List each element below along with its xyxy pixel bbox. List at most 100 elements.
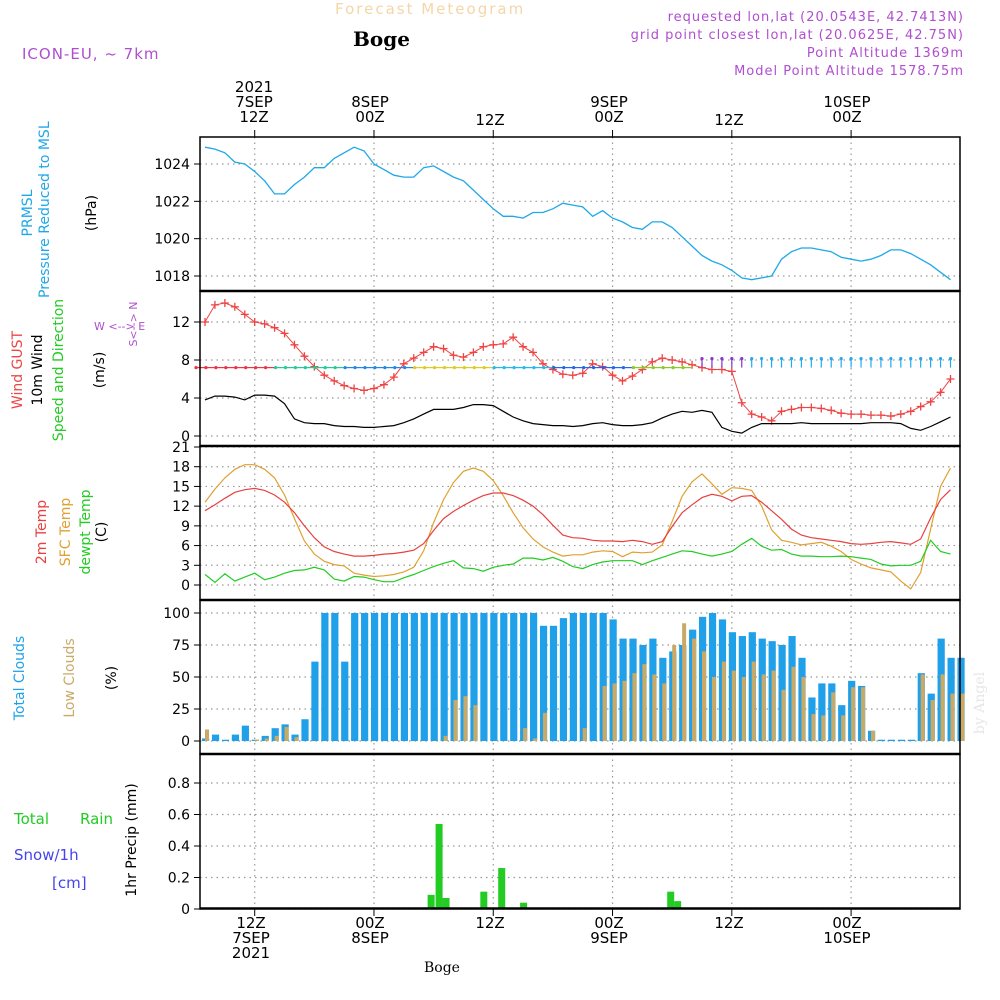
wind-arrow-head-37 bbox=[562, 366, 566, 370]
gust-marker-63 bbox=[827, 406, 836, 415]
low-cloud-bar-24 bbox=[443, 735, 448, 741]
total-cloud-bar-29 bbox=[490, 613, 498, 741]
wind-arrow-head-10 bbox=[293, 366, 297, 370]
wind-arrow-head-62 bbox=[819, 357, 823, 361]
label-wind-gust: Wind GUST bbox=[10, 330, 26, 410]
point-altitude: Point Altitude 1369m bbox=[806, 46, 964, 61]
total-cloud-bar-55 bbox=[748, 632, 756, 741]
gust-marker-0 bbox=[201, 318, 209, 326]
ytick-label-0-3: 1024 bbox=[154, 157, 190, 173]
wind-arrow-head-29 bbox=[482, 366, 486, 370]
wind-arrow-head-25 bbox=[442, 366, 447, 370]
ytick-label-1-0: 0 bbox=[181, 429, 190, 445]
wind-arrow-head-14 bbox=[333, 366, 337, 370]
model-point-altitude: Model Point Altitude 1578.75m bbox=[734, 64, 964, 79]
total-cloud-bar-66 bbox=[858, 685, 866, 741]
time-bottom-0-line-2: 2021 bbox=[231, 944, 271, 962]
ytick-label-4-0: 0 bbox=[181, 902, 190, 918]
low-cloud-bar-48 bbox=[682, 623, 687, 741]
wind-arrow-head-7 bbox=[263, 366, 268, 370]
low-cloud-bar-44 bbox=[642, 664, 647, 741]
gust-marker-4 bbox=[240, 310, 249, 319]
gust-marker-10 bbox=[300, 352, 309, 361]
wind-arrow-head-56 bbox=[760, 357, 764, 361]
wind-arrow-head-65 bbox=[849, 357, 853, 361]
total-cloud-bar-21 bbox=[410, 613, 418, 741]
time-bottom-2-line-0: 12Z bbox=[475, 914, 505, 932]
label-temp-unit: (C) bbox=[94, 521, 110, 543]
gust-marker-62 bbox=[817, 404, 826, 413]
wind-arrow-head-34 bbox=[532, 366, 536, 370]
total-cloud-bar-73 bbox=[927, 693, 935, 741]
total-cloud-bar-16 bbox=[361, 613, 369, 741]
total-cloud-bar-5 bbox=[251, 739, 259, 741]
gust-marker-46 bbox=[658, 354, 667, 363]
wind-arrow-head-31 bbox=[502, 366, 506, 370]
low-cloud-bar-40 bbox=[602, 685, 607, 741]
total-cloud-bar-71 bbox=[907, 739, 915, 741]
gust-marker-28 bbox=[479, 342, 488, 351]
low-cloud-bar-8 bbox=[284, 726, 289, 741]
wind-arrow-head-71 bbox=[909, 357, 913, 361]
wind-arrow-head-36 bbox=[552, 366, 556, 370]
ytick-label-3-2: 50 bbox=[172, 670, 190, 686]
precip-bar-7 bbox=[674, 901, 682, 909]
wind-arrow-head-30 bbox=[492, 366, 496, 370]
wind-arrow-head-59 bbox=[789, 357, 794, 361]
time-bottom-3: 00Z 9SEP bbox=[569, 916, 649, 946]
low-cloud-bar-53 bbox=[731, 670, 736, 741]
label-low-clouds: Low Clouds bbox=[62, 638, 78, 718]
wind-arrow-head-28 bbox=[472, 366, 476, 370]
gust-marker-33 bbox=[529, 348, 538, 357]
total-cloud-bar-72 bbox=[917, 673, 925, 741]
label-cloud-unit: (%) bbox=[104, 665, 120, 691]
wind-arrow-head-11 bbox=[303, 366, 307, 370]
ytick-label-0-0: 1018 bbox=[154, 269, 190, 285]
total-cloud-bar-76 bbox=[957, 657, 965, 741]
total-cloud-bar-25 bbox=[450, 613, 458, 741]
gust-marker-51 bbox=[707, 365, 716, 374]
wind-arrow-head-60 bbox=[799, 357, 804, 361]
wind-arrow-head-5 bbox=[244, 366, 248, 370]
wind-arrow-head-18 bbox=[373, 366, 377, 370]
wind-arrow-head-12 bbox=[313, 366, 317, 370]
wind-arrow-head-33 bbox=[522, 366, 526, 370]
total-cloud-bar-52 bbox=[718, 619, 727, 741]
label-rain-total: Total bbox=[14, 810, 50, 828]
wind-arrow-head-53 bbox=[730, 357, 734, 361]
low-cloud-bar-25 bbox=[453, 700, 458, 741]
gust-marker-19 bbox=[389, 373, 398, 382]
gust-marker-34 bbox=[538, 359, 547, 368]
total-cloud-bar-61 bbox=[808, 697, 816, 741]
wind-arrow-head-54 bbox=[740, 357, 744, 361]
total-cloud-bar-35 bbox=[549, 625, 558, 741]
time-top-0-line-2: 12Z bbox=[239, 108, 269, 126]
wind-arrow-head-8 bbox=[273, 366, 278, 370]
dewpt-line bbox=[204, 537, 951, 584]
gust-marker-11 bbox=[310, 362, 319, 371]
time-top-2-line-0: 12Z bbox=[475, 111, 505, 129]
gust-marker-70 bbox=[896, 410, 905, 419]
ytick-label-4-1: 0.2 bbox=[168, 871, 190, 887]
total-cloud-bar-0 bbox=[202, 738, 210, 741]
total-cloud-bar-46 bbox=[659, 657, 667, 741]
gust-marker-64 bbox=[837, 409, 846, 418]
wind-arrow-head-27 bbox=[462, 366, 466, 370]
total-cloud-bar-39 bbox=[589, 613, 597, 741]
label-temp-2m: 2m Temp bbox=[34, 499, 50, 565]
panel-frame-4 bbox=[199, 753, 961, 910]
gust-marker-45 bbox=[648, 357, 657, 366]
gust-marker-41 bbox=[608, 371, 617, 380]
low-cloud-bar-46 bbox=[662, 683, 667, 741]
ytick-label-4-3: 0.6 bbox=[168, 808, 190, 824]
wind-arrow-head-48 bbox=[671, 366, 675, 370]
total-cloud-bar-2 bbox=[221, 739, 230, 741]
gust-marker-49 bbox=[688, 360, 697, 369]
wind-arrow-head-39 bbox=[582, 366, 586, 370]
total-cloud-bar-17 bbox=[370, 613, 379, 741]
total-cloud-bar-24 bbox=[440, 613, 448, 741]
wind-arrow-head-9 bbox=[283, 366, 288, 370]
gust-marker-17 bbox=[369, 384, 378, 393]
ytick-label-2-3: 9 bbox=[181, 519, 190, 535]
total-cloud-bar-18 bbox=[380, 613, 389, 741]
